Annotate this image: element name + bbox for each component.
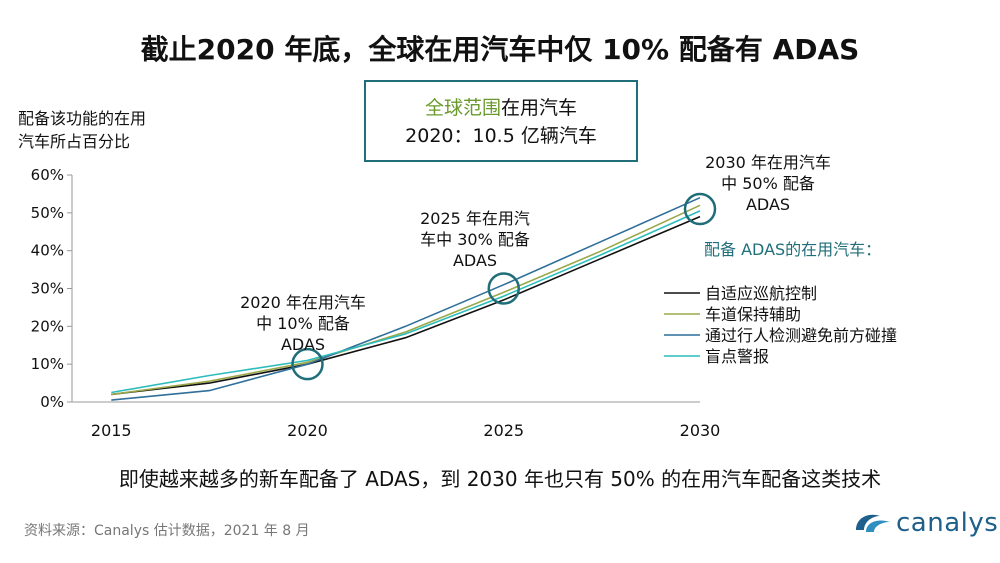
annotation-text: 车中 30% 配备: [420, 230, 530, 249]
series-line: [111, 210, 701, 394]
fleet-info-rest: 在用汽车: [501, 97, 578, 119]
y-tick-label: 30%: [31, 280, 64, 298]
annotation-text: ADAS: [281, 335, 325, 354]
x-tick-label: 2030: [680, 421, 721, 440]
legend-label: 通过行人检测避免前方碰撞: [705, 326, 897, 345]
y-axis-label-line: 汽车所占百分比: [18, 132, 131, 151]
x-tick-label: 2020: [287, 421, 328, 440]
chart-title: 截止2020 年底，全球在用汽车中仅 10% 配备有 ADAS: [140, 33, 860, 66]
legend-label: 盲点警报: [705, 347, 769, 366]
y-tick-label: 60%: [31, 166, 64, 184]
legend-label: 自适应巡航控制: [705, 284, 817, 303]
canalys-logo-icon: [852, 508, 894, 538]
series-line: [111, 196, 701, 401]
x-tick-label: 2025: [483, 421, 524, 440]
fleet-info-line-1: 全球范围在用汽车: [366, 94, 636, 122]
fleet-info-line-2: 2020：10.5 亿辆汽车: [405, 125, 597, 147]
source-note: 资料来源：Canalys 估计数据，2021 年 8 月: [24, 523, 310, 539]
x-tick-label: 2015: [91, 421, 132, 440]
highlight-circle: [683, 192, 717, 226]
y-tick-label: 0%: [40, 393, 64, 411]
y-tick-label: 20%: [31, 317, 64, 335]
legend-title: 配备 ADAS的在用汽车：: [704, 240, 881, 259]
legend-label: 车道保持辅助: [705, 305, 801, 324]
y-tick-label: 40%: [31, 242, 64, 260]
y-tick-label: 50%: [31, 204, 64, 222]
annotation-text: 中 50% 配备: [721, 174, 815, 193]
annotation-text: 2025 年在用汽: [420, 209, 530, 228]
series-line: [111, 204, 701, 396]
y-axis-label-line: 配备该功能的在用: [18, 109, 147, 128]
y-axis-label: 配备该功能的在用 汽车所占百分比: [18, 107, 146, 153]
annotation-text: 2030 年在用汽车: [705, 153, 831, 172]
annotation-text: ADAS: [746, 195, 790, 214]
y-tick-label: 10%: [31, 355, 64, 373]
annotation-text: ADAS: [453, 251, 497, 270]
chart-subtitle: 即使越来越多的新车配备了 ADAS，到 2030 年也只有 50% 的在用汽车配…: [118, 467, 882, 491]
canalys-logo: canalys: [852, 508, 998, 538]
annotation-text: 2020 年在用汽车: [240, 293, 366, 312]
series-line: [111, 215, 701, 396]
fleet-info-highlight: 全球范围: [424, 97, 501, 119]
canalys-logo-text: canalys: [896, 508, 999, 538]
fleet-info-box: 全球范围在用汽车 2020：10.5 亿辆汽车: [364, 80, 638, 162]
highlight-circle: [291, 347, 324, 381]
annotation-text: 中 10% 配备: [256, 314, 350, 333]
highlight-circle: [487, 272, 520, 305]
